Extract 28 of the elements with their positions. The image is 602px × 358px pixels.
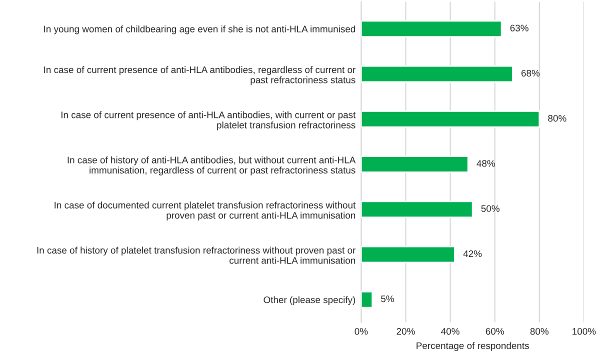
bar [361,156,469,173]
y-tick-label: In case of current presence of anti-HLA antibodies, with current or past platelet transfusion refractoriness [62,111,356,130]
data-label: 63% [510,24,528,32]
data-label: 5% [381,296,394,302]
x-tick-label: 20% [396,328,415,335]
x-tick-label: 100% [572,328,596,335]
x-tick-label: 60% [486,328,504,335]
y-tick-label: In case of history of anti-HLA antibodies, but without current anti-HLA immunisation, regardless of current or past refractoriness status [68,156,356,176]
data-label: 68% [521,70,540,77]
data-label: 50% [481,205,500,212]
x-axis-title: Percentage of respondents [416,342,529,351]
bar [361,200,474,218]
bar [361,110,540,128]
data-label: 42% [463,250,482,258]
y-tick-label: In case of current presence of anti-HLA antibodies, regardless of current or past refractoriness status [44,66,356,86]
bar [361,291,374,308]
bar [361,246,456,264]
x-tick-label: 40% [441,328,460,335]
y-tick-label: In young women of childbearing age even if she is not anti-HLA immunised [44,25,356,34]
bar [361,20,502,38]
x-tick-label: 80% [530,328,549,335]
y-tick-label: Other (please specify) [264,296,356,306]
data-label: 48% [476,160,496,167]
y-tick-label: In case of documented current platelet transfusion refractoriness without proven past or current anti-HLA immunisation [54,202,356,221]
data-label: 80% [548,114,566,122]
bar [361,65,514,83]
x-tick-label: 0% [354,328,368,335]
y-tick-label: In case of history of platelet transfusion refractoriness without proven past or current anti-HLA immunisation [37,246,356,264]
